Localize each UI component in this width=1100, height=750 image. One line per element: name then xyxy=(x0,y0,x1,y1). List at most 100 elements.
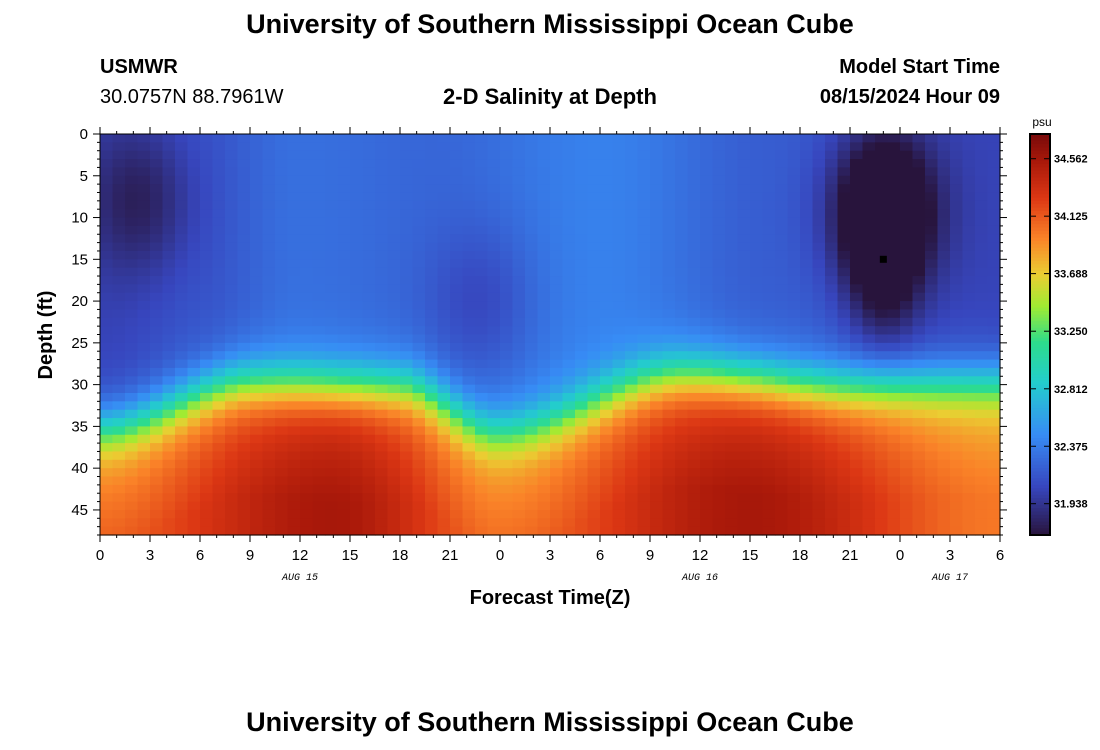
heatmap-cell xyxy=(237,518,251,528)
heatmap-cell xyxy=(162,150,176,160)
heatmap-cell xyxy=(312,443,326,453)
heatmap-cell xyxy=(237,359,251,369)
heatmap-cell xyxy=(600,200,614,210)
heatmap-cell xyxy=(537,493,551,503)
heatmap-cell xyxy=(475,434,489,444)
heatmap-cell xyxy=(300,292,314,302)
heatmap-cell xyxy=(625,443,639,453)
heatmap-cell xyxy=(650,200,664,210)
heatmap-cell xyxy=(600,167,614,177)
heatmap-cell xyxy=(737,184,751,194)
heatmap-cell xyxy=(512,175,526,185)
heatmap-cell xyxy=(825,284,839,294)
heatmap-cell xyxy=(887,242,901,252)
heatmap-cell xyxy=(350,225,364,235)
heatmap-cell xyxy=(312,409,326,419)
heatmap-cell xyxy=(975,334,989,344)
heatmap-cell xyxy=(312,309,326,319)
heatmap-cell xyxy=(387,401,401,411)
heatmap-cell xyxy=(887,225,901,235)
heatmap-cell xyxy=(487,501,501,511)
heatmap-cell xyxy=(600,476,614,486)
heatmap-cell xyxy=(450,150,464,160)
heatmap-cell xyxy=(662,526,676,536)
heatmap-cell xyxy=(875,142,889,152)
heatmap-cell xyxy=(387,518,401,528)
heatmap-cell xyxy=(500,434,514,444)
heatmap-cell xyxy=(850,200,864,210)
heatmap-cell xyxy=(800,259,814,269)
heatmap-cell xyxy=(900,301,914,311)
heatmap-cell xyxy=(512,451,526,461)
heatmap-cell xyxy=(750,518,764,528)
heatmap-cell xyxy=(887,401,901,411)
heatmap-cell xyxy=(450,267,464,277)
heatmap-cell xyxy=(250,418,264,427)
heatmap-cell xyxy=(925,317,939,327)
heatmap-cell xyxy=(475,259,489,269)
heatmap-cell xyxy=(587,476,601,486)
heatmap-cell xyxy=(525,501,539,511)
heatmap-cell xyxy=(537,359,551,369)
heatmap-cell xyxy=(537,501,551,511)
heatmap-cell xyxy=(862,434,876,444)
heatmap-cell xyxy=(175,392,189,402)
heatmap-cell xyxy=(475,209,489,219)
heatmap-cell xyxy=(325,342,339,352)
heatmap-cell xyxy=(800,326,814,336)
heatmap-cell xyxy=(425,317,439,327)
x-tick-label: 6 xyxy=(996,547,1004,564)
heatmap-cell xyxy=(200,484,214,494)
heatmap-cell xyxy=(125,142,139,152)
heatmap-cell xyxy=(875,167,889,177)
heatmap-cell xyxy=(737,276,751,285)
heatmap-cell xyxy=(975,451,989,461)
heatmap-cell xyxy=(500,301,514,311)
heatmap-cell xyxy=(800,493,814,503)
heatmap-cell xyxy=(787,309,801,319)
heatmap-cell xyxy=(825,418,839,427)
heatmap-cell xyxy=(987,392,1001,402)
heatmap-cell xyxy=(850,418,864,427)
heatmap-cell xyxy=(225,476,239,486)
heatmap-cell xyxy=(512,443,526,453)
heatmap-cell xyxy=(737,459,751,469)
heatmap-cell xyxy=(412,359,426,369)
heatmap-cell xyxy=(562,234,576,244)
heatmap-cell xyxy=(137,259,151,269)
heatmap-cell xyxy=(200,250,214,260)
heatmap-cell xyxy=(612,484,626,494)
heatmap-cell xyxy=(637,459,651,469)
heatmap-cell xyxy=(337,476,351,486)
heatmap-cell xyxy=(162,509,176,519)
heatmap-cell xyxy=(387,167,401,177)
heatmap-cell xyxy=(462,284,476,294)
heatmap-cell xyxy=(562,184,576,194)
heatmap-cell xyxy=(100,259,114,269)
heatmap-cell xyxy=(487,526,501,536)
heatmap-cell xyxy=(437,434,451,444)
heatmap-cell xyxy=(662,401,676,411)
heatmap-cell xyxy=(762,326,776,336)
heatmap-cell xyxy=(975,134,989,143)
heatmap-cell xyxy=(150,159,164,169)
heatmap-cell xyxy=(225,142,239,152)
heatmap-cell xyxy=(150,434,164,444)
heatmap-cell xyxy=(937,292,951,302)
heatmap-cell xyxy=(137,459,151,469)
heatmap-cell xyxy=(412,267,426,277)
heatmap-cell xyxy=(862,167,876,177)
heatmap-cell xyxy=(850,234,864,244)
heatmap-cell xyxy=(262,259,276,269)
heatmap-cell xyxy=(600,468,614,478)
heatmap-cell xyxy=(737,367,751,377)
heatmap-cell xyxy=(375,292,389,302)
heatmap-cell xyxy=(325,493,339,503)
heatmap-cell xyxy=(787,184,801,194)
heatmap-cell xyxy=(837,134,851,143)
heatmap-cell xyxy=(600,192,614,202)
heatmap-cell xyxy=(825,351,839,361)
heatmap-cell xyxy=(600,142,614,152)
heatmap-cell xyxy=(912,192,926,202)
heatmap-cell xyxy=(837,518,851,528)
